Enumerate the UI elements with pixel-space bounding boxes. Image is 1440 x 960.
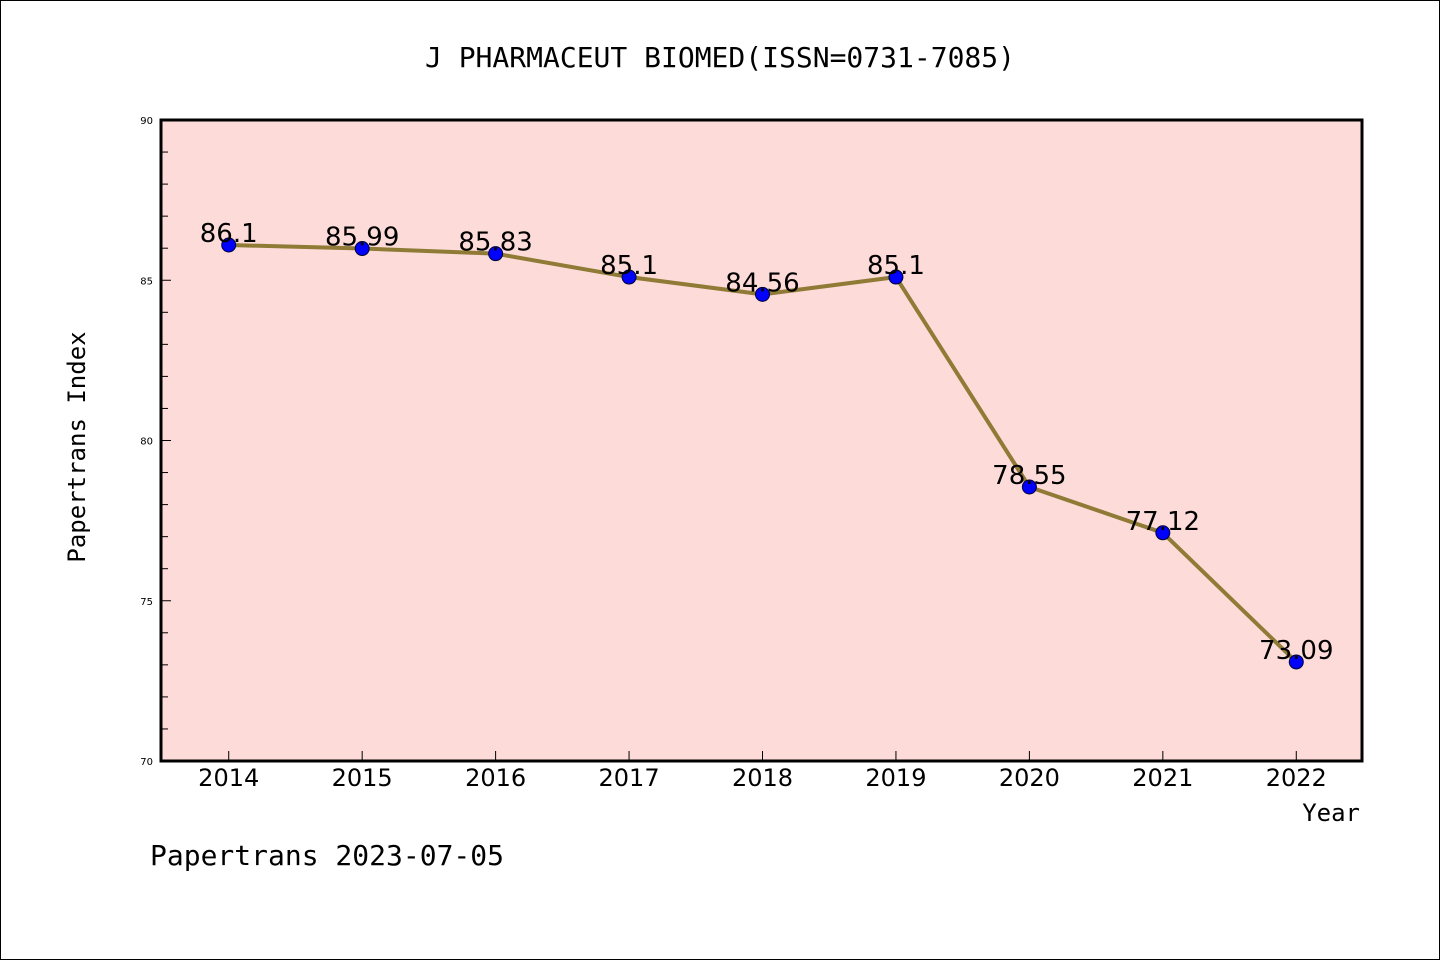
data-label: 85.83 (458, 228, 532, 258)
x-tick-label: 2020 (999, 764, 1060, 792)
data-point (221, 237, 237, 253)
x-axis: 2014 2015 2016 2017 2018 2019 2020 2021 2022 (198, 751, 1327, 792)
data-points (221, 237, 1304, 670)
data-label: 85.1 (867, 251, 925, 281)
x-tick-label: 2018 (732, 764, 793, 792)
data-label: 85.1 (600, 251, 658, 281)
data-point (1288, 654, 1304, 670)
data-label: 86.1 (200, 219, 258, 249)
y-tick-label: 70 (140, 757, 153, 768)
data-point (354, 241, 370, 257)
x-tick-label: 2021 (1132, 764, 1193, 792)
y-axis-label: Papertrans Index (63, 331, 91, 562)
data-point (755, 286, 770, 302)
x-tick-label: 2019 (865, 764, 926, 792)
x-tick-label: 2015 (332, 764, 393, 792)
data-point (888, 269, 904, 285)
data-label: 84.56 (725, 268, 799, 298)
x-tick-label: 2017 (599, 764, 660, 792)
footer-stamp: Papertrans 2023-07-05 (150, 839, 504, 872)
data-point (621, 269, 637, 285)
data-label: 78.55 (992, 461, 1066, 491)
data-label: 77.12 (1126, 507, 1200, 537)
data-point (488, 246, 504, 262)
data-point (1021, 479, 1037, 495)
y-tick-label: 85 (140, 276, 153, 287)
data-point (1155, 525, 1171, 541)
x-tick-label: 2016 (465, 764, 526, 792)
y-tick-label: 90 (140, 116, 153, 127)
y-tick-label: 80 (140, 437, 153, 448)
x-tick-label: 2022 (1266, 764, 1327, 792)
data-label: 73.09 (1259, 636, 1333, 666)
plot-area (159, 118, 1364, 763)
data-label: 85.99 (325, 223, 399, 253)
x-tick-label: 2014 (198, 764, 259, 792)
x-axis-label: Year (1302, 799, 1360, 827)
data-labels: 86.1 85.99 85.83 85.1 84.56 85.1 78.55 77.12 73.… (200, 219, 1334, 666)
y-tick-label: 75 (140, 597, 153, 608)
chart-title: J PHARMACEUT BIOMED(ISSN=0731-7085) (425, 41, 1015, 74)
y-axis: 70 75 80 85 90 (140, 116, 171, 768)
